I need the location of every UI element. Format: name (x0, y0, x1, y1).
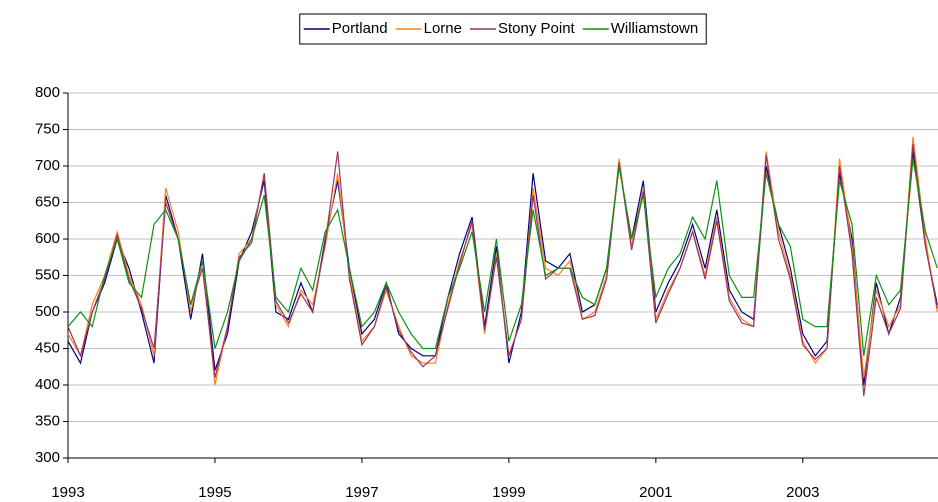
x-tick-label: 2003 (786, 484, 819, 501)
y-tick-label: 800 (35, 84, 60, 101)
legend-label: Stony Point (498, 20, 576, 37)
series-line (67, 144, 938, 396)
x-tick-label: 1995 (198, 484, 231, 501)
y-tick-label: 450 (35, 339, 60, 356)
legend-label: Lorne (424, 20, 462, 37)
x-tick-label: 1999 (492, 484, 525, 501)
y-tick-label: 550 (35, 266, 60, 283)
y-tick-label: 600 (35, 230, 60, 247)
legend-box (299, 13, 707, 45)
y-tick-label: 500 (35, 303, 60, 320)
y-tick-label: 650 (35, 193, 60, 210)
y-tick-label: 400 (35, 376, 60, 393)
legend-label: Williamstown (611, 20, 699, 37)
series-line (67, 158, 938, 356)
y-tick-label: 700 (35, 157, 60, 174)
x-tick-label: 1993 (51, 484, 84, 501)
x-tick-label: 2001 (639, 484, 672, 501)
y-tick-label: 750 (35, 120, 60, 137)
y-tick-label: 300 (35, 449, 60, 466)
y-tick-label: 350 (35, 412, 60, 429)
legend-label: Portland (332, 20, 388, 37)
series-line (67, 136, 938, 386)
x-tick-label: 1997 (345, 484, 378, 501)
